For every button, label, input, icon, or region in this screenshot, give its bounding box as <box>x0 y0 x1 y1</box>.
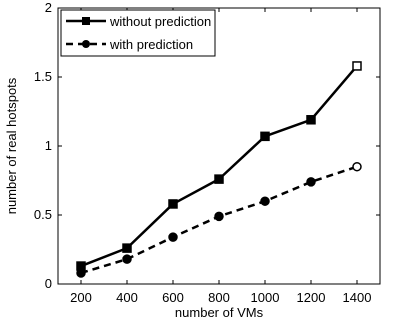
y-tick-label: 0 <box>45 276 52 291</box>
legend-label-with-prediction: with prediction <box>109 37 193 52</box>
data-point-square <box>122 243 132 253</box>
x-tick-label: 1000 <box>251 290 280 305</box>
data-point-circle <box>168 232 178 242</box>
y-axis: 0 0.5 1 1.5 2 <box>34 0 380 291</box>
y-tick-label: 1.5 <box>34 69 52 84</box>
legend-label-without-prediction: without prediction <box>109 14 211 29</box>
y-tick-label: 1 <box>45 138 52 153</box>
data-point-circle <box>352 161 362 172</box>
legend-marker-circle <box>82 40 90 48</box>
x-tick-label: 1200 <box>297 290 326 305</box>
x-tick-label: 1400 <box>343 290 372 305</box>
x-tick-label: 800 <box>208 290 230 305</box>
data-point-circle <box>214 211 224 222</box>
y-tick-label: 2 <box>45 0 52 15</box>
data-point-square <box>306 115 316 125</box>
x-tick-label: 200 <box>70 290 92 305</box>
x-tick-label: 400 <box>116 290 138 305</box>
data-point-circle <box>122 254 132 264</box>
x-tick-label: 600 <box>162 290 184 305</box>
legend: without prediction with prediction <box>60 9 216 57</box>
data-point-circle <box>260 196 270 206</box>
data-point-square <box>260 131 270 142</box>
y-axis-title: number of real hotspots <box>4 77 19 214</box>
data-point-square <box>352 61 362 71</box>
x-axis-title: number of VMs <box>175 305 264 320</box>
data-point-circle <box>306 177 316 187</box>
data-point-square <box>214 174 224 184</box>
data-point-square <box>168 199 178 209</box>
series-layer <box>76 61 362 278</box>
data-point-circle <box>76 268 86 278</box>
x-axis: 200 400 600 800 1000 1200 1400 <box>70 8 371 305</box>
y-tick-label: 0.5 <box>34 207 52 222</box>
legend-marker-square <box>82 17 90 25</box>
